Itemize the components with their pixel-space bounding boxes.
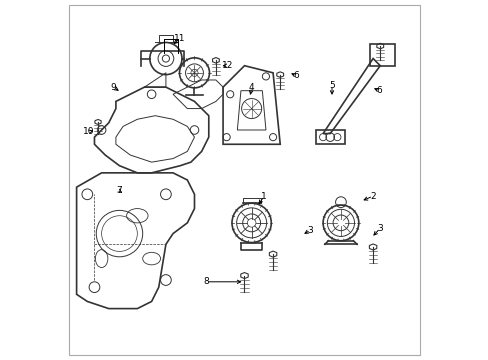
Text: 11: 11 [173,35,185,44]
Text: 1: 1 [261,192,266,201]
Text: 10: 10 [83,127,95,136]
Text: 8: 8 [203,277,209,286]
Text: 6: 6 [293,71,299,80]
Text: 2: 2 [369,192,375,201]
Text: 7: 7 [116,186,122,195]
Text: 6: 6 [376,86,382,95]
Text: 9: 9 [110,83,116,92]
Text: 4: 4 [248,83,254,92]
Text: 3: 3 [307,225,313,234]
Text: 5: 5 [328,81,334,90]
Text: 3: 3 [377,224,382,233]
Text: 12: 12 [222,61,233,70]
